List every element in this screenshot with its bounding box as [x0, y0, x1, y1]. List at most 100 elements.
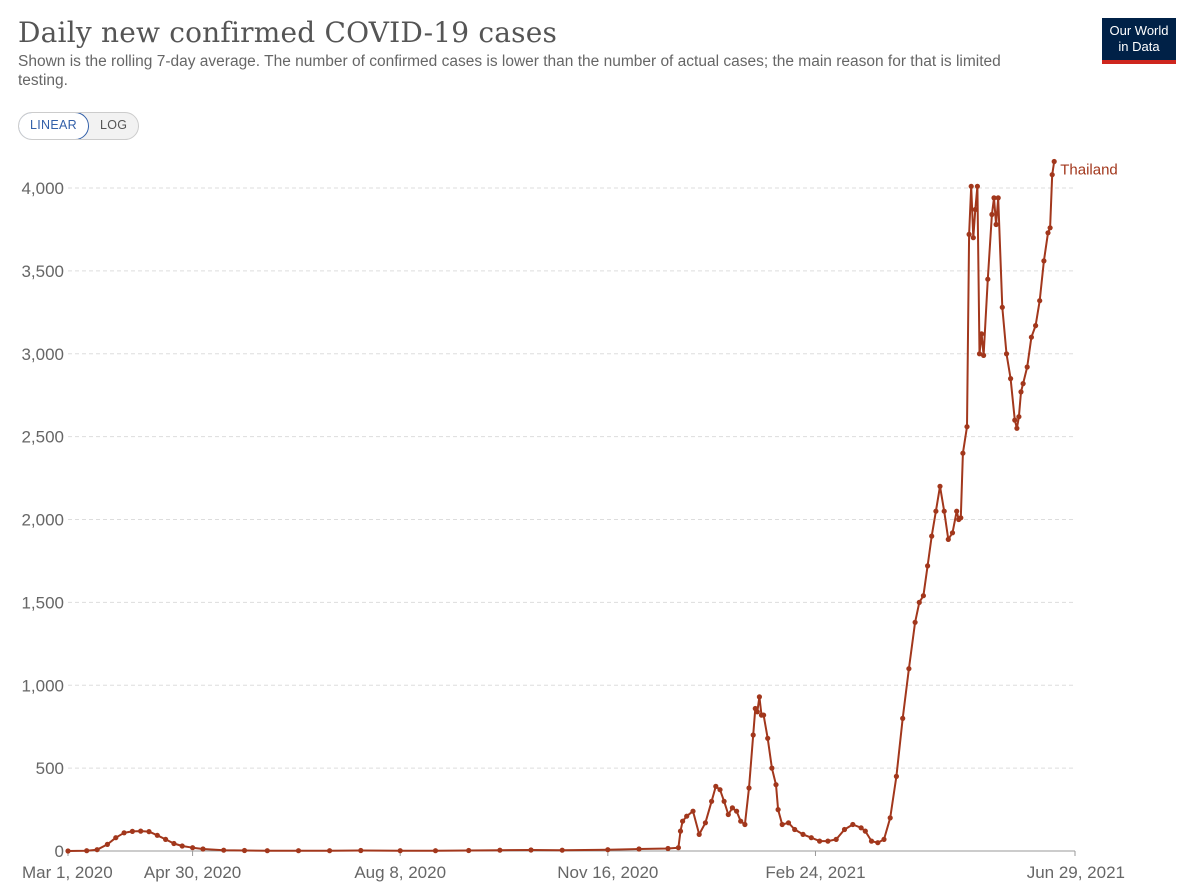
- data-point[interactable]: [264, 848, 270, 854]
- data-point[interactable]: [690, 808, 696, 814]
- data-point[interactable]: [327, 848, 333, 854]
- data-point[interactable]: [1049, 172, 1055, 178]
- data-point[interactable]: [1018, 389, 1024, 395]
- data-point[interactable]: [754, 709, 760, 715]
- data-point[interactable]: [1045, 230, 1051, 236]
- data-point[interactable]: [154, 832, 160, 838]
- data-point[interactable]: [738, 818, 744, 824]
- data-point[interactable]: [497, 847, 503, 853]
- data-point[interactable]: [985, 276, 991, 282]
- data-point[interactable]: [966, 231, 972, 237]
- data-point[interactable]: [1047, 225, 1053, 231]
- data-point[interactable]: [958, 515, 964, 521]
- data-point[interactable]: [785, 820, 792, 826]
- data-point[interactable]: [113, 835, 119, 841]
- data-point[interactable]: [358, 847, 364, 854]
- data-point[interactable]: [1041, 258, 1047, 264]
- data-point[interactable]: [769, 765, 775, 771]
- data-point[interactable]: [1024, 364, 1030, 370]
- data-point[interactable]: [200, 846, 206, 852]
- data-point[interactable]: [675, 845, 682, 851]
- data-point[interactable]: [945, 536, 951, 543]
- data-point[interactable]: [893, 773, 900, 780]
- data-point[interactable]: [920, 593, 927, 599]
- data-point[interactable]: [954, 508, 960, 514]
- data-point[interactable]: [528, 847, 534, 853]
- scale-option-linear[interactable]: LINEAR: [19, 113, 89, 139]
- data-point[interactable]: [800, 831, 806, 838]
- data-point[interactable]: [190, 845, 196, 851]
- data-point[interactable]: [881, 836, 887, 843]
- data-point[interactable]: [1014, 425, 1020, 431]
- data-point[interactable]: [833, 836, 839, 843]
- data-point[interactable]: [179, 843, 185, 849]
- data-point[interactable]: [138, 828, 144, 834]
- data-point[interactable]: [875, 840, 881, 846]
- data-point[interactable]: [432, 848, 439, 854]
- data-point[interactable]: [163, 836, 169, 843]
- data-point[interactable]: [825, 838, 831, 844]
- data-point[interactable]: [729, 805, 736, 811]
- data-point[interactable]: [713, 783, 719, 790]
- data-point[interactable]: [84, 848, 90, 854]
- data-point[interactable]: [1016, 414, 1022, 420]
- data-point[interactable]: [900, 715, 906, 722]
- data-point[interactable]: [680, 818, 686, 824]
- data-point[interactable]: [792, 826, 798, 833]
- data-point[interactable]: [756, 694, 763, 700]
- data-point[interactable]: [750, 732, 756, 738]
- data-point[interactable]: [916, 599, 922, 606]
- data-point[interactable]: [725, 811, 731, 818]
- series-line[interactable]: [67, 161, 1056, 852]
- data-point[interactable]: [171, 840, 177, 847]
- data-point[interactable]: [559, 847, 565, 853]
- data-point[interactable]: [933, 508, 939, 514]
- data-point[interactable]: [104, 841, 110, 848]
- data-point[interactable]: [742, 821, 748, 828]
- data-point[interactable]: [721, 798, 727, 804]
- data-point[interactable]: [999, 304, 1005, 310]
- data-point[interactable]: [858, 825, 864, 831]
- data-point[interactable]: [702, 820, 709, 826]
- data-point[interactable]: [808, 835, 814, 841]
- data-point[interactable]: [974, 183, 981, 189]
- data-point[interactable]: [970, 235, 976, 241]
- data-point[interactable]: [906, 666, 912, 672]
- data-point[interactable]: [976, 351, 983, 357]
- data-point[interactable]: [734, 808, 740, 814]
- data-point[interactable]: [779, 821, 785, 828]
- data-point[interactable]: [773, 782, 779, 788]
- scale-option-log[interactable]: LOG: [99, 118, 128, 132]
- data-point[interactable]: [989, 211, 995, 218]
- data-point[interactable]: [605, 847, 611, 853]
- data-point[interactable]: [684, 813, 690, 819]
- data-point[interactable]: [636, 846, 642, 852]
- data-point[interactable]: [1051, 158, 1057, 165]
- data-point[interactable]: [1020, 381, 1026, 387]
- data-point[interactable]: [696, 831, 702, 838]
- data-point[interactable]: [972, 206, 978, 213]
- data-point[interactable]: [677, 828, 684, 834]
- data-point[interactable]: [964, 424, 970, 430]
- data-point[interactable]: [991, 195, 997, 201]
- data-point[interactable]: [1012, 417, 1018, 423]
- data-point[interactable]: [925, 563, 931, 569]
- data-point[interactable]: [94, 847, 100, 853]
- data-point[interactable]: [765, 735, 771, 741]
- data-point[interactable]: [993, 221, 999, 228]
- data-point[interactable]: [1003, 351, 1010, 357]
- data-point[interactable]: [937, 483, 943, 489]
- data-point[interactable]: [841, 826, 848, 833]
- data-point[interactable]: [717, 787, 723, 793]
- data-point[interactable]: [709, 798, 715, 804]
- data-point[interactable]: [968, 183, 974, 189]
- data-point[interactable]: [221, 847, 227, 853]
- data-point[interactable]: [65, 848, 71, 854]
- data-point[interactable]: [960, 450, 966, 456]
- data-point[interactable]: [1028, 334, 1034, 340]
- data-point[interactable]: [761, 712, 767, 718]
- data-point[interactable]: [887, 815, 893, 821]
- data-point[interactable]: [241, 847, 248, 854]
- data-point[interactable]: [1008, 376, 1014, 382]
- data-point[interactable]: [466, 847, 472, 854]
